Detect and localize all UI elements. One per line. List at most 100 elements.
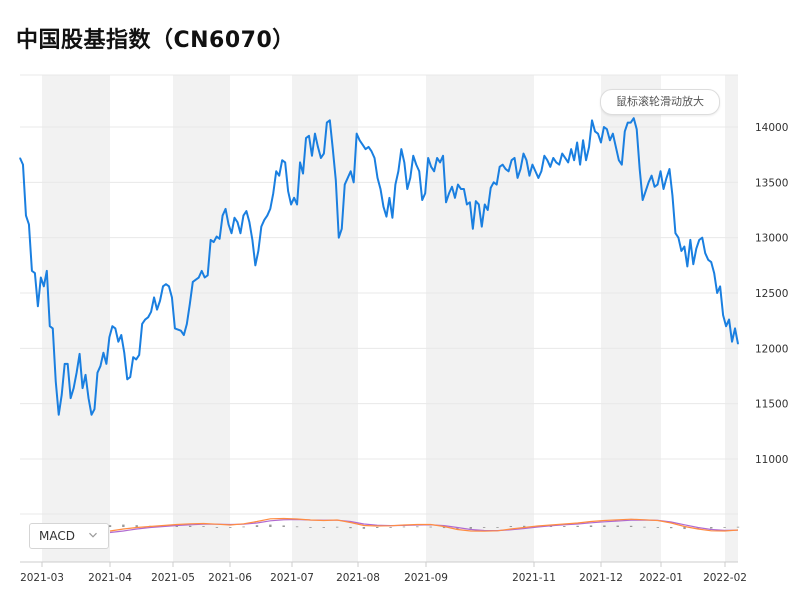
price-point (362, 144, 364, 146)
price-point (311, 155, 313, 157)
month-band (601, 75, 661, 562)
price-point (19, 157, 21, 159)
price-point (227, 223, 230, 225)
price-point (525, 159, 528, 161)
macd-histogram-bar (242, 526, 245, 528)
macd-histogram-bar (429, 526, 432, 528)
price-point (314, 133, 316, 135)
price-point (52, 327, 54, 330)
macd-histogram-bar (269, 524, 272, 527)
price-point (680, 250, 682, 252)
price-point (299, 161, 301, 164)
price-point (239, 232, 242, 234)
price-point (555, 161, 557, 164)
price-point (126, 378, 128, 380)
price-point (722, 314, 724, 316)
price-point (210, 239, 212, 241)
price-point (415, 164, 417, 166)
price-point (213, 241, 215, 243)
price-point (359, 139, 361, 141)
price-point (549, 166, 551, 168)
price-point (364, 148, 367, 150)
price-point (567, 161, 569, 164)
x-tick-label: 2021-04 (88, 572, 132, 584)
price-point (653, 186, 656, 188)
price-point (138, 354, 140, 356)
macd-histogram-bar (202, 526, 205, 527)
price-point (707, 259, 709, 261)
price-point (201, 270, 203, 272)
macd-histogram-bar (282, 525, 285, 527)
price-point (350, 170, 352, 172)
price-point (674, 232, 677, 234)
price-point (418, 170, 420, 172)
price-point (603, 126, 605, 128)
macd-histogram-bar (616, 525, 619, 527)
indicator-dropdown[interactable]: MACD (29, 523, 109, 549)
price-point (260, 226, 262, 228)
price-point (412, 155, 414, 157)
x-tick-label: 2021-06 (208, 572, 252, 584)
x-tick-label: 2021-07 (270, 572, 314, 584)
price-point (564, 157, 566, 159)
price-point (147, 316, 149, 318)
macd-histogram-bar (376, 527, 379, 528)
price-point (403, 161, 405, 164)
grid-lines (20, 74, 738, 563)
price-point (457, 183, 459, 186)
price-point (448, 192, 450, 194)
price-point (513, 157, 516, 159)
price-point (159, 300, 161, 302)
price-point (111, 325, 113, 327)
price-point (242, 214, 245, 217)
price-point (102, 352, 105, 354)
price-point (594, 130, 596, 133)
price-point (281, 159, 283, 161)
price-point (502, 164, 504, 166)
price-point (642, 199, 644, 201)
price-point (671, 195, 674, 197)
price-point (302, 172, 304, 175)
price-point (373, 157, 376, 159)
macd-histogram-bar (335, 526, 339, 528)
price-point (585, 159, 587, 161)
price-point (129, 376, 131, 378)
price-point (519, 168, 522, 170)
macd-histogram-bar (656, 527, 660, 528)
macd-histogram-bar (309, 527, 312, 528)
price-point (576, 141, 578, 144)
price-point (61, 394, 63, 396)
price-point (81, 387, 84, 389)
price-point (28, 223, 30, 225)
price-point (543, 155, 545, 157)
price-point (236, 221, 239, 223)
price-point (695, 248, 697, 250)
price-point (171, 296, 173, 299)
price-point (698, 239, 700, 241)
price-point (454, 197, 456, 199)
price-point (46, 270, 48, 272)
price-point (174, 327, 176, 330)
price-point (478, 203, 480, 206)
y-axis-ticks: 11000 11500 12000 12500 13000 13500 14000 (755, 122, 788, 466)
price-point (728, 318, 730, 321)
price-point (379, 188, 382, 190)
macd-panel (108, 517, 740, 534)
price-point (499, 166, 501, 168)
price-point (710, 261, 712, 263)
price-point (427, 157, 429, 159)
macd-histogram-bar (710, 527, 713, 529)
price-series-line (19, 117, 739, 416)
price-point (725, 325, 727, 327)
y-tick-label: 12500 (755, 288, 788, 300)
price-point (248, 221, 250, 223)
price-point (87, 397, 90, 399)
price-point (43, 285, 45, 287)
price-point (612, 133, 614, 135)
price-point (496, 183, 498, 186)
macd-histogram-bar (603, 525, 606, 527)
price-point (648, 181, 650, 183)
price-point (406, 188, 408, 190)
price-point (329, 119, 331, 121)
